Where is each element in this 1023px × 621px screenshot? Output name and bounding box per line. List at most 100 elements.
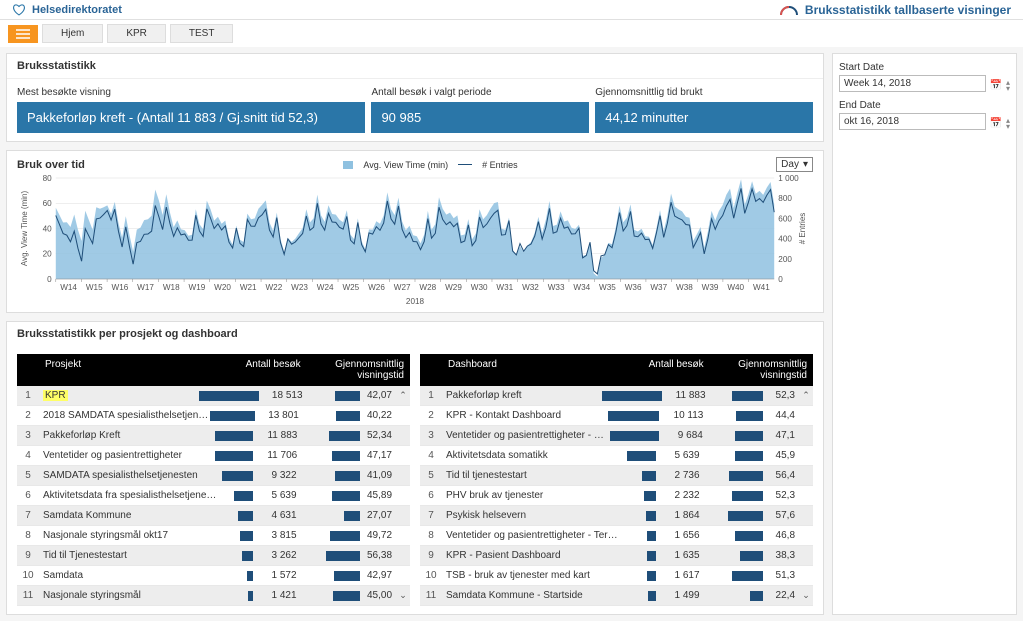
table-row[interactable]: 10 TSB - bruk av tjenester med kart 1 61… xyxy=(420,566,813,586)
scroll-indicator[interactable]: ⌃ xyxy=(799,390,813,401)
svg-text:W35: W35 xyxy=(599,283,616,292)
row-index: 3 xyxy=(17,430,39,441)
row-index: 2 xyxy=(17,410,39,421)
table-row[interactable]: 6 Aktivitetsdata fra spesialisthelsetjen… xyxy=(17,486,410,506)
stepper-icon[interactable]: ▴▾ xyxy=(1006,80,1010,92)
table-row[interactable]: 10 Samdata 1 572 42,97 xyxy=(17,566,410,586)
heart-icon xyxy=(12,3,26,17)
chart-legend: Avg. View Time (min) # Entries xyxy=(85,160,776,170)
time-value: 40,22 xyxy=(360,410,396,421)
visits-value: 10 113 xyxy=(663,410,703,421)
kpi-label: Antall besøk i valgt periode xyxy=(371,87,589,98)
granularity-dropdown[interactable]: Day ▾ xyxy=(776,157,813,172)
start-date-value: Week 14, 2018 xyxy=(844,78,911,89)
tab-test[interactable]: TEST xyxy=(170,24,234,43)
svg-text:W39: W39 xyxy=(702,283,719,292)
svg-text:40: 40 xyxy=(43,225,53,234)
start-date-input[interactable]: Week 14, 2018 xyxy=(839,75,986,92)
visits-cell: 13 801 xyxy=(210,410,303,421)
svg-text:800: 800 xyxy=(778,194,792,203)
time-bar xyxy=(326,551,360,561)
scroll-indicator[interactable]: ⌄ xyxy=(396,590,410,601)
table-row[interactable]: 9 KPR - Pasient Dashboard 1 635 38,3 xyxy=(420,546,813,566)
table-row[interactable]: 11 Samdata Kommune - Startside 1 499 22,… xyxy=(420,586,813,606)
row-index: 7 xyxy=(17,510,39,521)
scroll-indicator[interactable]: ⌄ xyxy=(799,590,813,601)
visits-bar xyxy=(248,591,253,601)
table-row[interactable]: 2 KPR - Kontakt Dashboard 10 113 44,4 xyxy=(420,406,813,426)
table-row[interactable]: 9 Tid til Tjenestestart 3 262 56,38 xyxy=(17,546,410,566)
visits-bar xyxy=(242,551,253,561)
start-date-label: Start Date xyxy=(839,62,1010,73)
visits-bar xyxy=(608,411,659,421)
tab-kpr[interactable]: KPR xyxy=(107,24,166,43)
time-bar-cell xyxy=(704,511,763,521)
table-row[interactable]: 4 Ventetider og pasientrettigheter 11 70… xyxy=(17,446,410,466)
table-row[interactable]: 5 Tid til tjenestestart 2 736 56,4 xyxy=(420,466,813,486)
svg-text:W28: W28 xyxy=(419,283,436,292)
time-value: 45,89 xyxy=(360,490,396,501)
table-row[interactable]: 7 Psykisk helsevern 1 864 57,6 xyxy=(420,506,813,526)
visits-value: 11 883 xyxy=(257,430,297,441)
menu-button[interactable] xyxy=(8,25,38,43)
table-row[interactable]: 1 Pakkeforløp kreft 11 883 52,3 ⌃ xyxy=(420,386,813,406)
table-row[interactable]: 2 2018 SAMDATA spesialisthelsetjenesten … xyxy=(17,406,410,426)
tab-hjem[interactable]: Hjem xyxy=(42,24,103,43)
svg-text:W40: W40 xyxy=(727,283,744,292)
visits-cell: 18 513 xyxy=(199,390,307,401)
time-bar-cell xyxy=(301,531,360,541)
table-row[interactable]: 7 Samdata Kommune 4 631 27,07 xyxy=(17,506,410,526)
calendar-icon[interactable]: 📅 xyxy=(990,118,1002,129)
gauge-icon xyxy=(779,3,799,17)
row-name: SAMDATA spesialisthelsetjenesten xyxy=(39,470,217,481)
visits-value: 1 617 xyxy=(660,570,700,581)
stepper-icon[interactable]: ▴▾ xyxy=(1006,118,1010,130)
row-name: TSB - bruk av tjenester med kart xyxy=(442,570,620,581)
time-bar-cell xyxy=(710,391,763,401)
svg-text:W25: W25 xyxy=(342,283,359,292)
time-bar xyxy=(735,431,763,441)
time-bar-cell xyxy=(301,431,360,441)
time-value: 42,07 xyxy=(360,390,396,401)
table-row[interactable]: 5 SAMDATA spesialisthelsetjenesten 9 322… xyxy=(17,466,410,486)
visits-value: 18 513 xyxy=(263,390,303,401)
row-index: 10 xyxy=(17,570,39,581)
time-value: 27,07 xyxy=(360,510,396,521)
kpi-panel: Bruksstatistikk Mest besøkte visning Pak… xyxy=(6,53,824,142)
row-index: 5 xyxy=(420,470,442,481)
visits-cell: 1 421 xyxy=(217,590,300,601)
time-bar-cell xyxy=(303,411,360,421)
time-bar xyxy=(735,451,763,461)
table-row[interactable]: 11 Nasjonale styringsmål 1 421 45,00 ⌄ xyxy=(17,586,410,606)
row-index: 1 xyxy=(420,390,442,401)
table-row[interactable]: 8 Ventetider og pasientrettigheter - Ter… xyxy=(420,526,813,546)
time-value: 41,09 xyxy=(360,470,396,481)
row-index: 3 xyxy=(420,430,442,441)
calendar-icon[interactable]: 📅 xyxy=(990,80,1002,91)
table-row[interactable]: 4 Aktivitetsdata somatikk 5 639 45,9 xyxy=(420,446,813,466)
time-bar xyxy=(336,411,360,421)
visits-bar xyxy=(647,531,655,541)
time-bar xyxy=(333,591,360,601)
th-visits: Antall besøk xyxy=(622,354,710,386)
row-index: 4 xyxy=(420,450,442,461)
time-value: 51,3 xyxy=(763,570,799,581)
scroll-indicator[interactable]: ⌃ xyxy=(396,390,410,401)
visits-value: 11 883 xyxy=(666,390,706,401)
row-name: Pakkeforløp kreft xyxy=(442,390,602,401)
svg-text:W38: W38 xyxy=(676,283,693,292)
svg-text:W20: W20 xyxy=(214,283,231,292)
table-row[interactable]: 3 Pakkeforløp Kreft 11 883 52,34 xyxy=(17,426,410,446)
table-row[interactable]: 3 Ventetider og pasientrettigheter - Mnd… xyxy=(420,426,813,446)
kpi-label: Gjennomsnittlig tid brukt xyxy=(595,87,813,98)
kpi-value: 90 985 xyxy=(371,102,589,133)
end-date-input[interactable]: okt 16, 2018 xyxy=(839,113,986,130)
time-bar xyxy=(329,431,360,441)
table-row[interactable]: 6 PHV bruk av tjenester 2 232 52,3 xyxy=(420,486,813,506)
table-row[interactable]: 1 KPR 18 513 42,07 ⌃ xyxy=(17,386,410,406)
th-time: Gjennomsnittlig visningstid xyxy=(307,354,410,386)
table-header: Dashboard Antall besøk Gjennomsnittlig v… xyxy=(420,354,813,386)
visits-cell: 1 864 xyxy=(620,510,703,521)
row-name: Pakkeforløp Kreft xyxy=(39,430,215,441)
table-row[interactable]: 8 Nasjonale styringsmål okt17 3 815 49,7… xyxy=(17,526,410,546)
